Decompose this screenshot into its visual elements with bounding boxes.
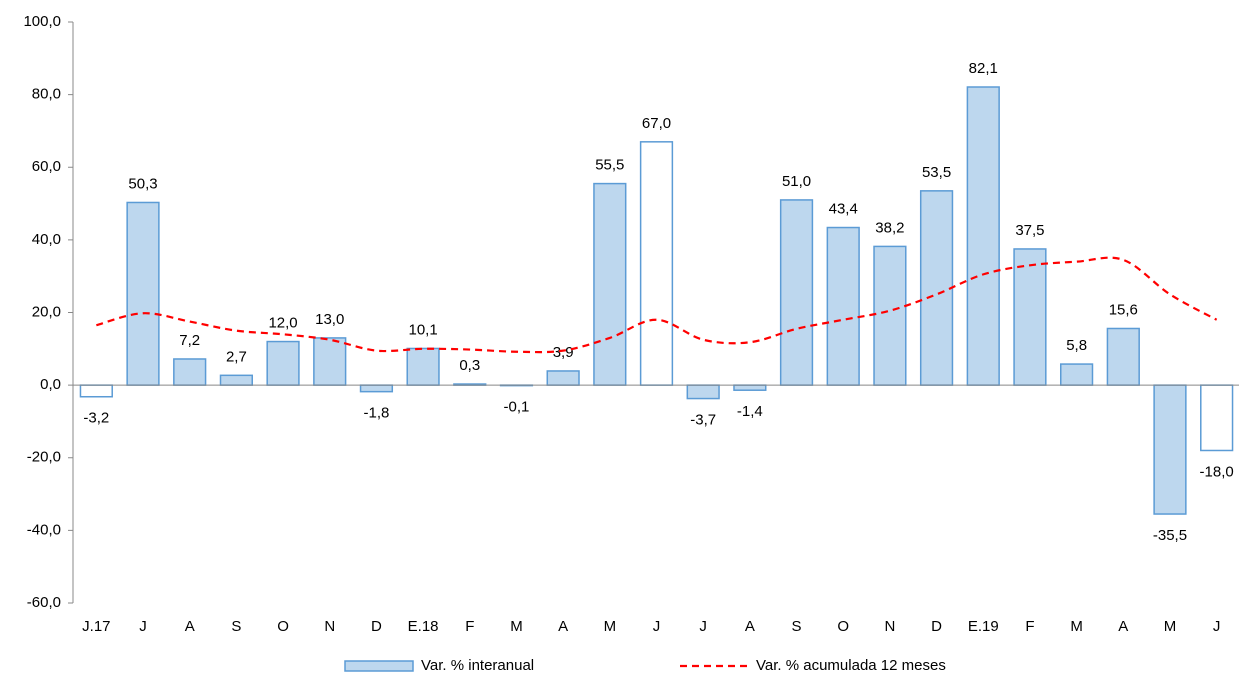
y-tick-label: 60,0 [32,158,61,175]
legend-label: Var. % interanual [421,657,534,674]
x-tick-label: E.18 [408,618,439,635]
bar [779,199,814,386]
x-tick-label: J [139,618,147,635]
y-tick-label: -40,0 [27,521,61,538]
data-label: 10,1 [408,321,437,338]
data-label: -3,7 [690,412,716,429]
bar [313,337,347,386]
bar [406,347,440,386]
data-label: 7,2 [179,332,200,349]
x-tick-label: D [931,618,942,635]
data-label: 2,7 [226,348,247,365]
bar [826,226,860,386]
x-tick-label: A [1118,618,1128,635]
x-tick-label: S [231,618,241,635]
data-label: 5,8 [1066,337,1087,354]
data-label: -1,8 [363,405,389,422]
data-label: 15,6 [1109,301,1138,318]
data-label: 50,3 [128,175,157,192]
bar [173,358,207,386]
x-tick-label: J [1213,618,1221,635]
data-label: -3,2 [83,410,109,427]
x-tick-label: E.19 [968,618,999,635]
x-tick-label: A [185,618,195,635]
y-tick-label: 20,0 [32,303,61,320]
bar [359,384,394,393]
data-label: 53,5 [922,164,951,181]
bar [126,201,160,386]
data-label: 43,4 [829,200,858,217]
x-tick-label: M [604,618,617,635]
data-label: -35,5 [1153,527,1187,544]
y-tick-label: 0,0 [40,376,61,393]
x-tick-label: F [1025,618,1034,635]
data-label: 82,1 [969,60,998,77]
bar [1106,327,1140,386]
bar [873,245,907,386]
y-tick-label: 100,0 [23,13,61,30]
y-tick-label: 40,0 [32,231,61,248]
legend-swatch [344,660,414,672]
x-tick-label: N [884,618,895,635]
data-label: 55,5 [595,157,624,174]
data-label: -1,4 [737,403,763,420]
bar [79,384,113,398]
x-tick-label: D [371,618,382,635]
data-label: 51,0 [782,173,811,190]
y-tick-label: -20,0 [27,449,61,466]
data-label: 0,3 [459,357,480,374]
data-label: 13,0 [315,311,344,328]
y-tick-label: -60,0 [27,594,61,611]
bar [966,86,1000,386]
x-tick-label: O [277,618,289,635]
data-label: 38,2 [875,219,904,236]
data-label: -18,0 [1200,463,1234,480]
data-label: 3,9 [553,344,574,361]
bar [266,340,300,386]
x-tick-label: J [699,618,707,635]
y-tick-label: 80,0 [32,86,61,103]
x-tick-label: M [1164,618,1177,635]
bar [919,190,954,386]
legend-label: Var. % acumulada 12 meses [756,657,946,674]
data-label: -0,1 [504,398,530,415]
bar [219,374,254,386]
bar [1013,248,1047,386]
bar [1059,363,1094,386]
bar [546,370,580,386]
x-tick-label: O [837,618,849,635]
x-tick-label: J.17 [82,618,110,635]
bar [1153,384,1187,515]
x-tick-label: J [653,618,661,635]
bar [1200,384,1234,452]
bar [639,141,674,386]
x-tick-label: A [745,618,755,635]
x-tick-label: M [1070,618,1083,635]
bar [686,384,720,400]
x-tick-label: F [465,618,474,635]
bar [733,384,767,391]
x-tick-label: M [510,618,523,635]
data-label: 12,0 [268,315,297,332]
bar [593,182,627,386]
x-tick-label: N [324,618,335,635]
x-tick-label: A [558,618,568,635]
data-label: 37,5 [1015,222,1044,239]
x-tick-label: S [792,618,802,635]
data-label: 67,0 [642,115,671,132]
line [96,256,1218,354]
